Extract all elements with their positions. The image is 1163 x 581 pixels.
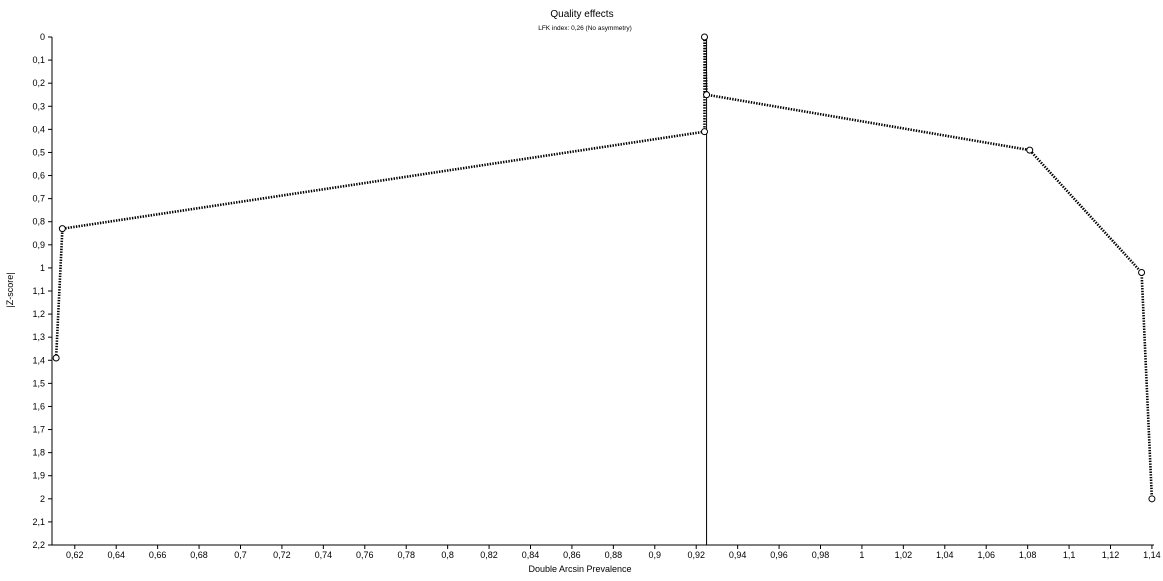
data-point-marker: [701, 33, 708, 41]
x-tick-label: 0,68: [190, 550, 208, 560]
x-tick-label: 1,14: [1143, 550, 1161, 560]
x-tick-label: 0,8: [441, 550, 454, 560]
y-axis: 0 0,1 0,2 0,3 0,4 0,5 0,6 0,7 0,8 0,9 1 1,1 1,2 1,3 1,…: [32, 32, 53, 550]
x-tick-label: 0,86: [563, 550, 581, 560]
data-point-marker: [52, 354, 60, 362]
y-tick-label: 1,6: [32, 401, 45, 411]
y-tick-label: 1,8: [32, 448, 45, 458]
chart-title: Quality effects: [550, 9, 613, 20]
y-tick-label: 0,3: [32, 101, 45, 111]
x-tick-label: 0,96: [770, 550, 788, 560]
data-point-marker: [1148, 495, 1156, 503]
y-tick-label: 2,1: [32, 517, 45, 527]
y-tick-label: 1,9: [32, 471, 45, 481]
series-group: [54, 36, 1154, 499]
right-limb-line: [703, 36, 1154, 499]
x-axis: 0,62 0,64 0,66 0,68 0,7 0,72 0,74 0,76 0,78 0,8 0,…: [52, 544, 1161, 560]
y-tick-label: 2,2: [32, 540, 45, 550]
y-tick-label: 1,3: [32, 332, 45, 342]
x-tick-label: 0,9: [649, 550, 662, 560]
y-tick-label: 2: [40, 494, 45, 504]
x-tick-label: 0,92: [687, 550, 705, 560]
x-axis-title: Double Arcsin Prevalence: [528, 564, 631, 574]
x-tick-label: 1: [859, 550, 864, 560]
x-tick-label: 0,88: [605, 550, 623, 560]
x-tick-label: 0,62: [66, 550, 84, 560]
y-tick-label: 1,4: [32, 355, 45, 365]
y-tick-label: 0: [40, 32, 45, 42]
data-point-marker: [58, 225, 66, 233]
data-point-marker: [703, 91, 711, 99]
left-limb-line: [54, 37, 706, 359]
x-tick-label: 0,82: [480, 550, 498, 560]
y-tick-label: 0,9: [32, 240, 45, 250]
x-tick-label: 0,74: [315, 550, 333, 560]
x-tick-label: 1,02: [895, 550, 913, 560]
data-point-marker: [701, 128, 708, 136]
x-tick-label: 1,12: [1102, 550, 1120, 560]
y-tick-label: 0,2: [32, 78, 45, 88]
data-point-marker: [1026, 146, 1034, 154]
y-tick-label: 1,5: [32, 378, 45, 388]
marker-group: [52, 33, 1156, 503]
y-tick-label: 0,4: [32, 124, 45, 134]
y-tick-label: 0,8: [32, 217, 45, 227]
y-tick-label: 0,7: [32, 194, 45, 204]
x-tick-label: 1,1: [1063, 550, 1076, 560]
x-tick-label: 0,64: [107, 550, 125, 560]
x-tick-label: 0,76: [356, 550, 374, 560]
y-tick-label: 1,7: [32, 425, 45, 435]
x-tick-label: 0,94: [729, 550, 747, 560]
y-tick-label: 0,1: [32, 55, 45, 65]
y-tick-label: 1,2: [32, 309, 45, 319]
y-tick-label: 0,5: [32, 147, 45, 157]
y-tick-label: 1: [40, 263, 45, 273]
x-tick-label: 1,08: [1019, 550, 1037, 560]
data-point-marker: [1138, 269, 1146, 277]
x-tick-label: 0,66: [149, 550, 167, 560]
x-tick-label: 1,06: [977, 550, 995, 560]
chart-subtitle: LFK index: 0,26 (No asymmetry): [538, 25, 632, 32]
y-tick-label: 0,6: [32, 171, 45, 181]
x-tick-label: 1,04: [936, 550, 954, 560]
y-tick-label: 1,1: [32, 286, 45, 296]
y-axis-title: |Z-score|: [5, 272, 15, 307]
x-tick-label: 0,7: [234, 550, 247, 560]
x-tick-label: 0,78: [397, 550, 415, 560]
x-tick-label: 0,72: [273, 550, 291, 560]
x-tick-label: 0,84: [522, 550, 540, 560]
x-tick-label: 0,98: [812, 550, 830, 560]
